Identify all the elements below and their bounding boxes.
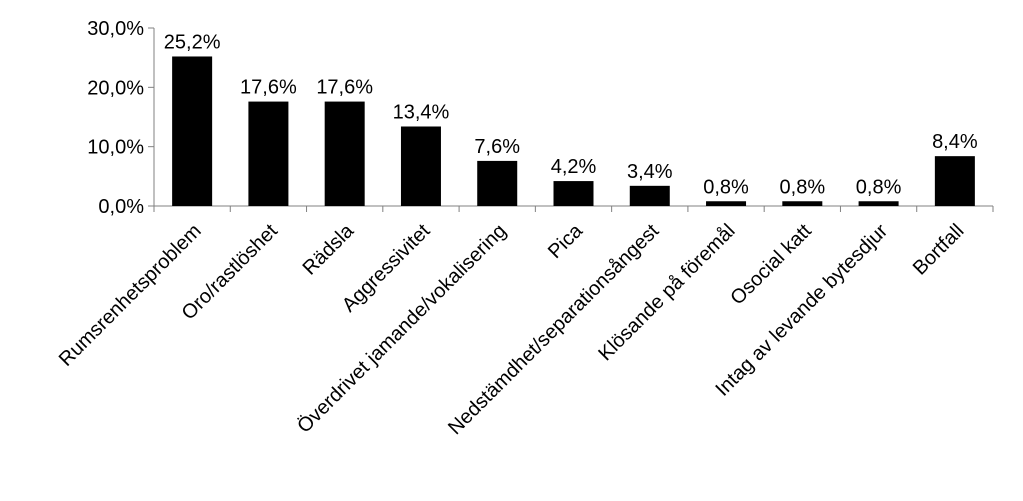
data-label: 0,8% <box>856 176 902 198</box>
data-label: 0,8% <box>780 176 826 198</box>
y-axis: 0,0% 10,0% 20,0% 30,0% <box>87 18 155 218</box>
y-tick-label: 10,0% <box>87 137 144 159</box>
category-label: Klösande på föremål <box>594 220 739 365</box>
data-label: 4,2% <box>551 156 597 178</box>
category-label: Rumsrenhetsproblem <box>55 220 206 371</box>
data-label: 17,6% <box>316 77 373 99</box>
data-label: 25,2% <box>164 31 221 53</box>
bar <box>324 101 365 206</box>
data-labels: 25,2% 17,6% 17,6% 13,4% 7,6% 4,2% 3,4% 0,8% 0,8%… <box>164 31 978 198</box>
bar <box>553 181 594 206</box>
bar <box>706 201 747 206</box>
bar <box>629 185 670 206</box>
data-label: 0,8% <box>703 176 749 198</box>
y-tick-label: 0,0% <box>98 196 144 218</box>
data-label: 13,4% <box>393 101 450 123</box>
data-label: 8,4% <box>932 131 978 153</box>
bar <box>248 101 289 206</box>
bar <box>934 156 975 206</box>
data-label: 3,4% <box>627 161 673 183</box>
x-axis <box>153 205 994 212</box>
category-label: Rädsla <box>299 219 359 279</box>
bar <box>782 201 823 206</box>
bar <box>400 126 441 206</box>
bars <box>172 56 975 207</box>
bar <box>477 160 518 206</box>
y-tick-label: 30,0% <box>87 18 144 40</box>
data-label: 17,6% <box>240 77 297 99</box>
bar <box>172 56 213 207</box>
data-label: 7,6% <box>474 136 520 158</box>
bar <box>858 201 899 206</box>
category-label: Pica <box>544 219 588 263</box>
category-label: Bortfall <box>909 220 969 280</box>
y-tick-label: 20,0% <box>87 77 144 99</box>
